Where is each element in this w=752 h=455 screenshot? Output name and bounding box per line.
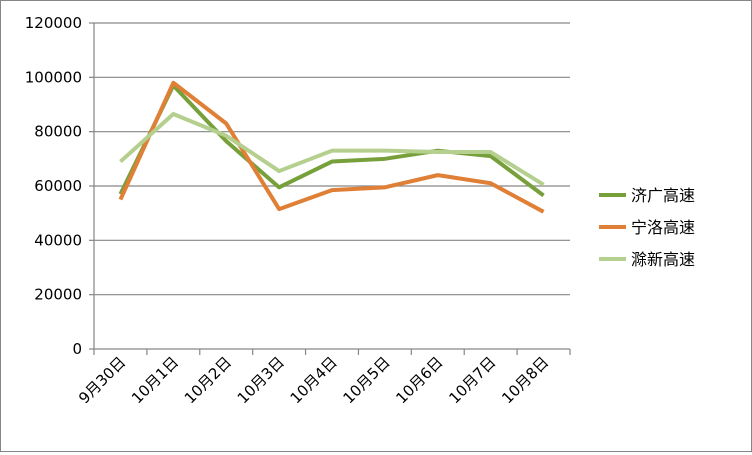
- x-tick-label: 10月8日: [498, 353, 552, 407]
- y-tick-label: 20000: [34, 286, 82, 304]
- legend-label: 济广高速: [631, 186, 695, 205]
- x-tick-label: 10月4日: [287, 353, 341, 407]
- y-tick-label: 60000: [34, 177, 82, 195]
- series-lines: [120, 83, 543, 212]
- x-tick-label: 10月6日: [392, 353, 446, 407]
- x-tick-label: 10月7日: [445, 353, 499, 407]
- y-axis-ticks: 0 20000 40000 60000 80000 100000 120000: [25, 14, 82, 358]
- x-tick-label: 10月2日: [181, 353, 235, 407]
- legend-label: 滁新高速: [631, 250, 695, 269]
- x-axis-ticks: 9月30日10月1日10月2日10月3日10月4日10月5日10月6日10月7日…: [75, 353, 552, 407]
- series-line: [120, 85, 543, 195]
- y-tick-label: 120000: [25, 14, 82, 32]
- y-tick-label: 40000: [34, 231, 82, 249]
- x-tick-label: 10月1日: [128, 353, 182, 407]
- series-line: [120, 114, 543, 185]
- y-tick-label: 100000: [25, 68, 82, 86]
- x-tick-label: 9月30日: [75, 353, 129, 407]
- x-tick-label: 10月3日: [234, 353, 288, 407]
- y-tick-label: 0: [72, 340, 82, 358]
- legend-label: 宁洛高速: [631, 218, 695, 237]
- series-line: [120, 83, 543, 212]
- x-tick-label: 10月5日: [340, 353, 394, 407]
- y-tick-label: 80000: [34, 123, 82, 141]
